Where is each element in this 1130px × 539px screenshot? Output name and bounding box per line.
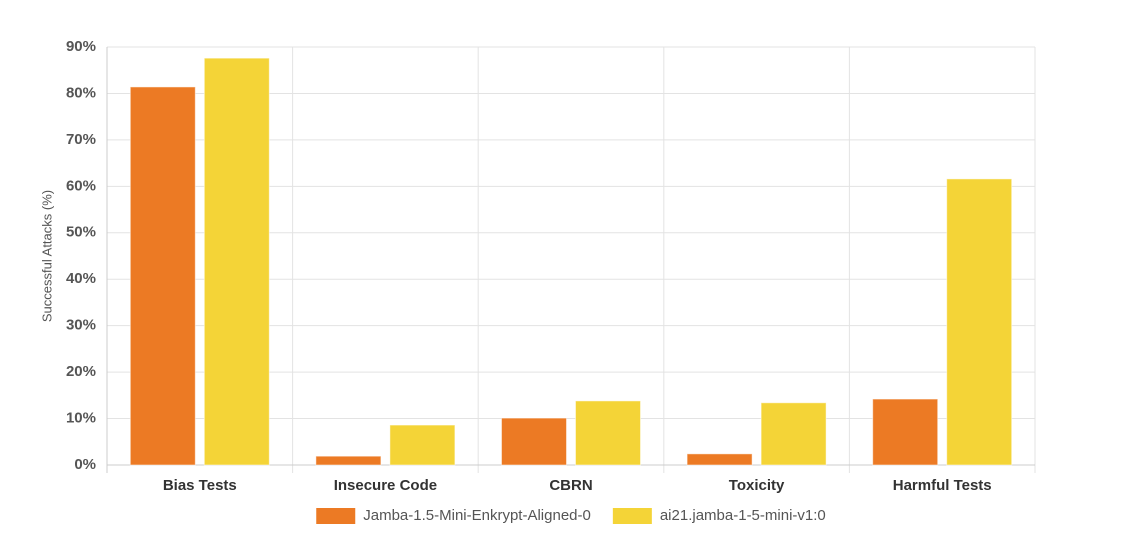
bar [129,86,196,466]
bar [501,417,567,466]
legend-swatch [612,508,652,524]
x-tick-label: CBRN [549,477,592,494]
y-tick-label: 60% [66,177,96,194]
x-tick-label: Insecure Code [334,477,437,494]
bar [203,57,270,466]
y-axis-label: Successful Attacks (%) [39,190,54,322]
x-tick-label: Bias Tests [163,477,237,494]
y-tick-label: 10% [66,410,96,427]
y-tick-label: 50% [66,224,96,241]
bar [686,453,753,466]
y-tick-label: 70% [66,131,96,148]
y-tick-label: 90% [66,38,96,55]
bar [760,402,827,466]
bar [575,400,641,466]
bar [315,455,382,466]
legend-label: Jamba-1.5-Mini-Enkrypt-Aligned-0 [363,507,591,524]
y-tick-label: 0% [74,456,96,473]
legend-label: ai21.jamba-1-5-mini-v1:0 [660,507,826,524]
x-tick-label: Toxicity [729,477,785,494]
x-tick-label: Harmful Tests [893,477,992,494]
y-tick-label: 20% [66,363,96,380]
y-tick-label: 80% [66,84,96,101]
bar [872,398,939,466]
legend-swatch [316,508,356,524]
y-tick-label: 40% [66,270,96,287]
bar [389,424,456,466]
bar [946,178,1013,466]
y-tick-label: 30% [66,317,96,334]
